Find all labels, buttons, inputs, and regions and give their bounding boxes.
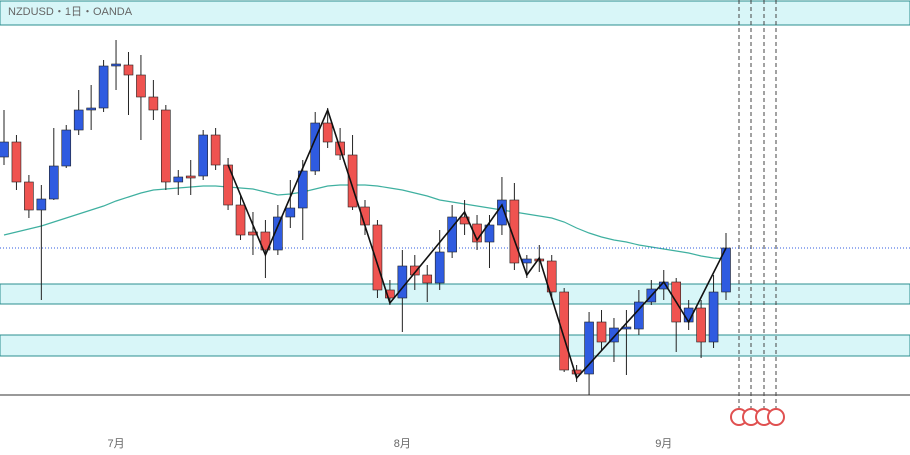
candle-body [546,260,557,293]
x-tick-label: 9月 [655,438,672,450]
candle-body [111,63,121,67]
event-lines [738,0,777,408]
candle-body [136,74,146,98]
candle-body [509,199,520,264]
moving-average [3,184,727,260]
zone [0,0,910,26]
candle-body [484,224,495,243]
candle-body [73,109,84,131]
candle-body [347,154,358,208]
candle-body [310,122,321,172]
candle-body [11,141,22,183]
candle-body [98,65,109,109]
candle-body [372,224,383,291]
candle-body [24,181,34,211]
candle-body [322,122,333,143]
candle-body [397,265,408,299]
candle-body [559,291,569,371]
candle-body [609,327,619,343]
candle-body [285,207,296,218]
candle-body [385,289,395,299]
candle-body [297,170,308,209]
event-icons [730,408,785,426]
candle-body [185,175,196,179]
candle-body [596,321,607,343]
candle-body [409,265,420,276]
candle-body [248,231,258,236]
candle-body [161,109,171,183]
zone [0,283,910,305]
x-tick-label: 8月 [394,438,411,450]
candle-body [447,216,457,253]
candle-body [434,251,445,284]
candle-body [210,134,221,166]
x-tick-label: 7月 [107,438,124,450]
candle-body [86,107,96,111]
candle-body [422,274,433,284]
candle-body [696,307,706,343]
candle-body [36,198,47,211]
candle-body [198,134,208,177]
candle-body [235,204,246,236]
candle-body [123,64,134,76]
candle-body [584,321,594,375]
candle-body [260,231,271,251]
zone [0,334,910,357]
candle-body [148,96,159,111]
candle-body [273,216,283,251]
chart-title: NZDUSD・1日・OANDA [8,6,133,18]
candle-body [522,258,532,264]
candle-body [48,165,59,200]
candle-body [61,129,72,167]
candle-body [708,291,719,343]
candle-body [173,176,184,183]
zigzag-line [227,107,727,380]
candle-body [0,141,9,158]
